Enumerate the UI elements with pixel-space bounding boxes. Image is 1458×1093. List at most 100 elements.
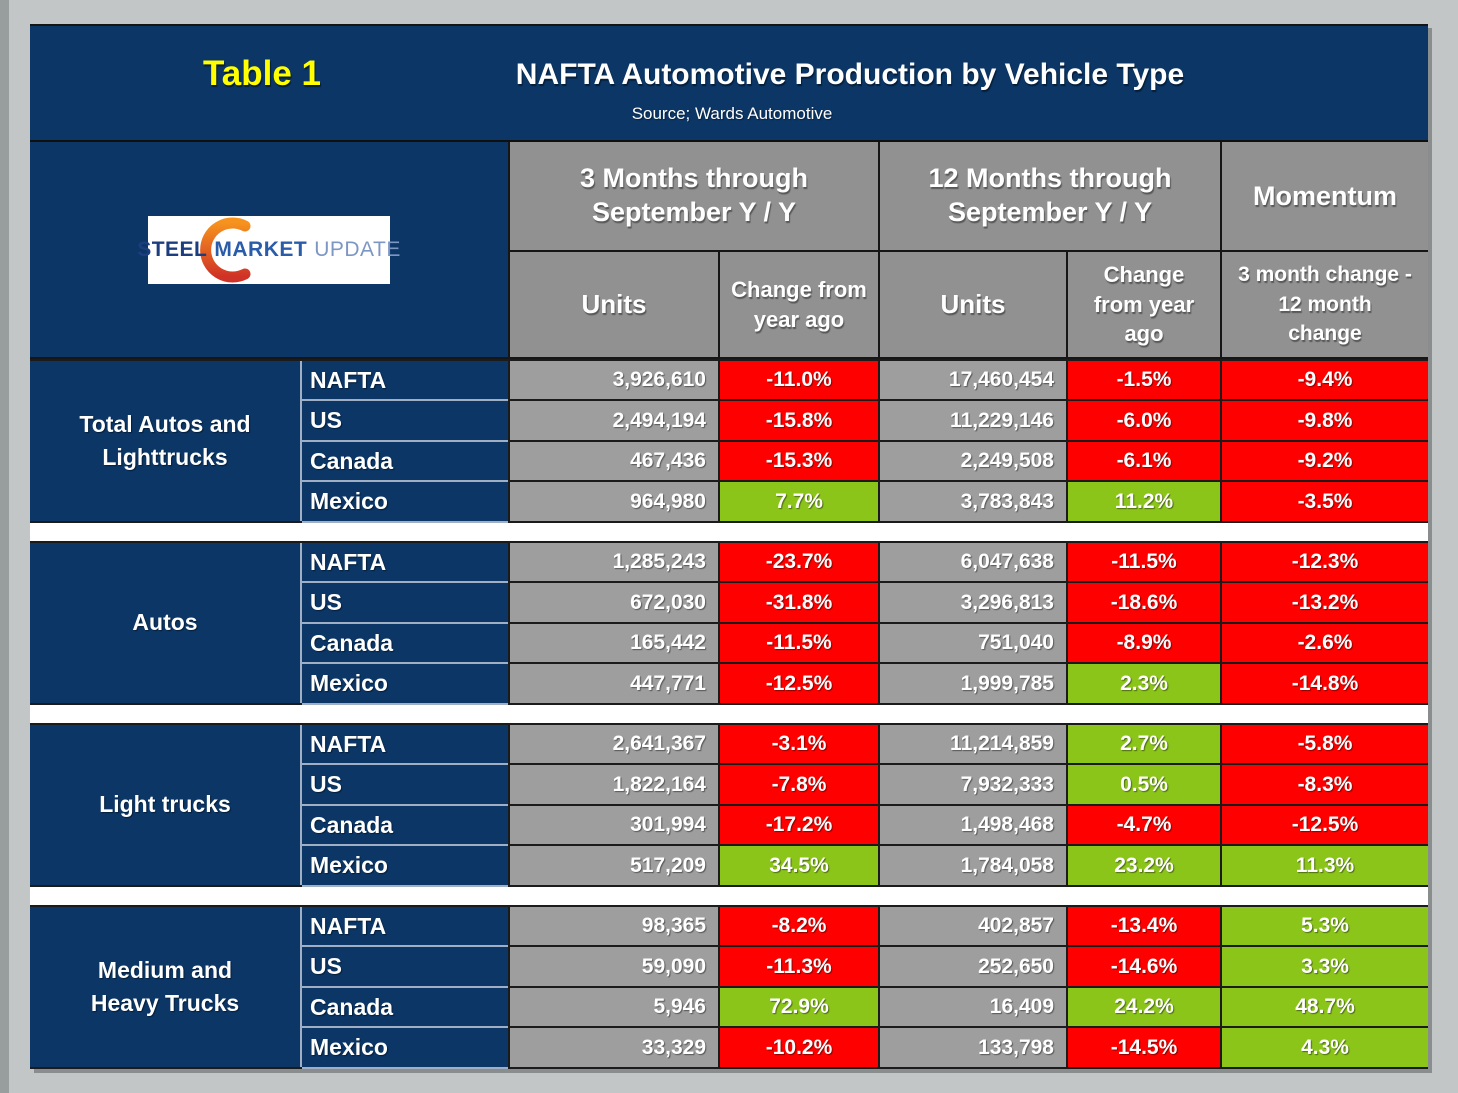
units-12mo-value: 11,214,859: [880, 725, 1066, 763]
momentum-value: -13.2%: [1222, 583, 1428, 622]
column-header-grid: STEEL MARKET UPDATE 3 Months through Septe…: [30, 142, 1428, 359]
units-3mo-value: 447,771: [510, 664, 718, 703]
units-12mo-value: 751,040: [880, 624, 1066, 662]
units-3mo-value: 964,980: [510, 482, 718, 521]
region-label: NAFTA: [302, 361, 508, 399]
units-3mo-value: 33,329: [510, 1028, 718, 1067]
units-12mo-value: 402,857: [880, 907, 1066, 945]
units-12mo-value: 1,999,785: [880, 664, 1066, 703]
subheader-units-3mo: Units: [510, 252, 718, 357]
change-3mo-value: -11.5%: [720, 624, 878, 662]
momentum-value: -9.4%: [1222, 361, 1428, 399]
vehicle-type-block: Total Autos and Lighttrucks NAFTA 3,926,61…: [30, 359, 1428, 523]
change-3mo-value: 34.5%: [720, 846, 878, 885]
units-12mo-value: 133,798: [880, 1028, 1066, 1067]
units-3mo-value: 98,365: [510, 907, 718, 945]
table-number-label: Table 1: [202, 54, 321, 93]
block-separator: [30, 705, 1428, 723]
units-3mo-value: 1,822,164: [510, 765, 718, 804]
change-3mo-value: -12.5%: [720, 664, 878, 703]
header-12-months: 12 Months through September Y / Y: [880, 142, 1220, 250]
momentum-value: 4.3%: [1222, 1028, 1428, 1067]
change-3mo-value: -15.8%: [720, 401, 878, 440]
header-momentum: Momentum: [1222, 142, 1428, 250]
momentum-value: -12.3%: [1222, 543, 1428, 581]
subheader-momentum: 3 month change - 12 month change: [1222, 252, 1428, 357]
logo-panel: STEEL MARKET UPDATE: [30, 142, 508, 357]
change-3mo-value: 7.7%: [720, 482, 878, 521]
vehicle-type-block: Autos NAFTA 1,285,243 -23.7% 6,047,638 -11.5%…: [30, 541, 1428, 705]
region-label: Canada: [302, 624, 508, 662]
change-3mo-value: -10.2%: [720, 1028, 878, 1067]
momentum-value: 3.3%: [1222, 947, 1428, 986]
region-label: US: [302, 401, 508, 440]
units-12mo-value: 1,498,468: [880, 806, 1066, 844]
units-12mo-value: 1,784,058: [880, 846, 1066, 885]
momentum-value: 11.3%: [1222, 846, 1428, 885]
logo-word-steel: STEEL: [137, 237, 208, 261]
units-3mo-value: 2,641,367: [510, 725, 718, 763]
momentum-value: -9.8%: [1222, 401, 1428, 440]
subheader-units-12mo: Units: [880, 252, 1066, 357]
region-label: Mexico: [302, 846, 508, 885]
vehicle-type-label: Light trucks: [30, 725, 300, 885]
region-label: NAFTA: [302, 543, 508, 581]
region-label: Mexico: [302, 1028, 508, 1067]
change-12mo-value: 2.7%: [1068, 725, 1220, 763]
units-12mo-value: 2,249,508: [880, 442, 1066, 480]
change-3mo-value: -3.1%: [720, 725, 878, 763]
page-title: NAFTA Automotive Production by Vehicle T…: [515, 58, 1185, 91]
change-12mo-value: -14.6%: [1068, 947, 1220, 986]
region-label: Mexico: [302, 664, 508, 703]
change-3mo-value: -7.8%: [720, 765, 878, 804]
change-3mo-value: 72.9%: [720, 988, 878, 1026]
units-3mo-value: 3,926,610: [510, 361, 718, 399]
region-label: Canada: [302, 806, 508, 844]
logo-wordmark: STEEL MARKET UPDATE: [137, 238, 401, 262]
momentum-value: -2.6%: [1222, 624, 1428, 662]
change-12mo-value: -13.4%: [1068, 907, 1220, 945]
change-3mo-value: -31.8%: [720, 583, 878, 622]
units-3mo-value: 517,209: [510, 846, 718, 885]
momentum-value: 48.7%: [1222, 988, 1428, 1026]
change-12mo-value: 24.2%: [1068, 988, 1220, 1026]
units-3mo-value: 301,994: [510, 806, 718, 844]
units-3mo-value: 1,285,243: [510, 543, 718, 581]
units-12mo-value: 3,296,813: [880, 583, 1066, 622]
change-12mo-value: 11.2%: [1068, 482, 1220, 521]
change-3mo-value: -23.7%: [720, 543, 878, 581]
change-12mo-value: 2.3%: [1068, 664, 1220, 703]
change-12mo-value: -6.0%: [1068, 401, 1220, 440]
logo-word-update: UPDATE: [314, 237, 401, 261]
crescent-swoosh-icon: [200, 217, 251, 282]
units-3mo-value: 5,946: [510, 988, 718, 1026]
region-label: US: [302, 583, 508, 622]
logo-word-market: MARKET: [214, 237, 308, 261]
momentum-value: -3.5%: [1222, 482, 1428, 521]
change-3mo-value: -11.3%: [720, 947, 878, 986]
region-label: US: [302, 947, 508, 986]
change-3mo-value: -15.3%: [720, 442, 878, 480]
vehicle-type-label: Total Autos and Lighttrucks: [30, 361, 300, 521]
subheader-change-3mo: Change from year ago: [720, 252, 878, 357]
units-12mo-value: 7,932,333: [880, 765, 1066, 804]
change-12mo-value: 23.2%: [1068, 846, 1220, 885]
nafta-production-table: Table 1 NAFTA Automotive Production by V…: [30, 24, 1428, 1069]
change-12mo-value: -1.5%: [1068, 361, 1220, 399]
source-caption: Source; Wards Automotive: [631, 104, 833, 123]
change-3mo-value: -8.2%: [720, 907, 878, 945]
vehicle-type-label: Medium and Heavy Trucks: [30, 907, 300, 1067]
momentum-value: -12.5%: [1222, 806, 1428, 844]
momentum-value: -5.8%: [1222, 725, 1428, 763]
units-3mo-value: 467,436: [510, 442, 718, 480]
change-12mo-value: -4.7%: [1068, 806, 1220, 844]
change-12mo-value: -8.9%: [1068, 624, 1220, 662]
change-12mo-value: -11.5%: [1068, 543, 1220, 581]
steel-market-update-logo: STEEL MARKET UPDATE: [137, 215, 400, 284]
change-3mo-value: -17.2%: [720, 806, 878, 844]
change-12mo-value: -6.1%: [1068, 442, 1220, 480]
subheader-change-12mo: Change from year ago: [1068, 252, 1220, 357]
block-separator: [30, 887, 1428, 905]
units-12mo-value: 252,650: [880, 947, 1066, 986]
